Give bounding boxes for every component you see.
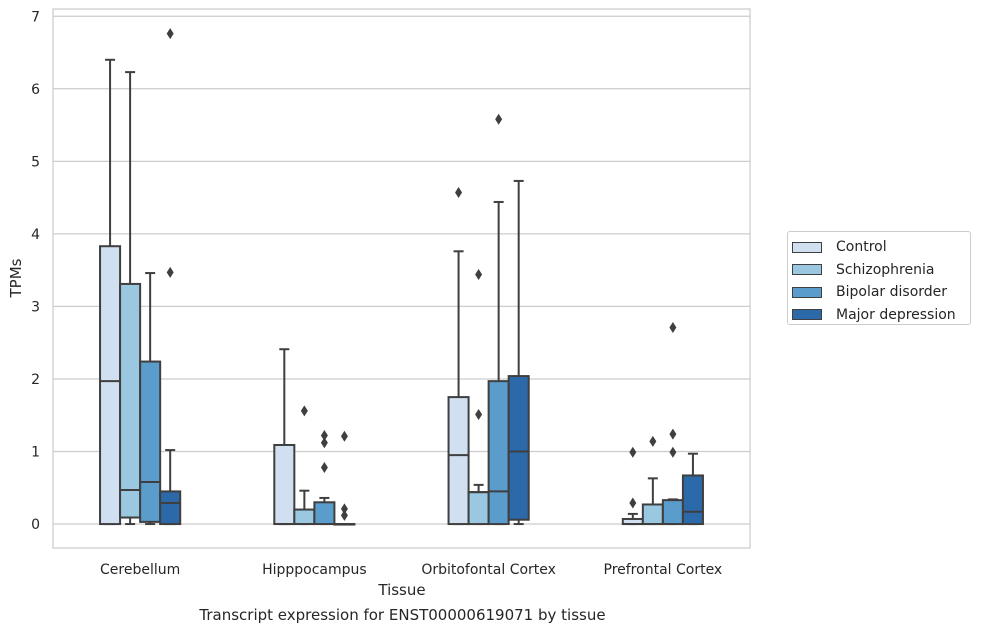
x-tick-label: Orbitofontal Cortex: [421, 562, 556, 578]
outlier-point: [475, 409, 483, 421]
box-major-depression: [681, 452, 704, 526]
legend-item-major-depression: Major depression: [792, 304, 970, 327]
legend-swatch: [792, 286, 822, 298]
y-axis-ticks: 0 1 2 3 4 5 6 7: [31, 9, 40, 533]
box: [507, 375, 530, 521]
y-tick-label: 3: [31, 299, 40, 315]
chart-caption: Transcript expression for ENST0000061907…: [199, 606, 606, 624]
outlier-point: [166, 28, 174, 40]
box-schizophrenia: [119, 71, 142, 526]
legend-label: Major depression: [836, 306, 956, 323]
outlier-point: [669, 321, 677, 333]
outlier-point: [166, 266, 174, 278]
plot-frame: [52, 8, 751, 549]
y-tick-label: 2: [31, 372, 40, 388]
legend-swatch: [792, 309, 822, 321]
box-major-depression: [159, 28, 182, 526]
outlier-point: [669, 428, 677, 440]
box-bipolar-disorder: [139, 272, 162, 526]
box: [139, 360, 162, 523]
legend-item-control: Control: [792, 236, 970, 259]
y-tick-label: 1: [31, 445, 40, 461]
legend-label: Control: [836, 239, 887, 256]
box-schizophrenia: [467, 269, 490, 526]
box: [159, 490, 182, 526]
box: [119, 282, 142, 519]
x-tick-label: Hipppocampus: [262, 562, 367, 578]
outlier-point: [320, 430, 328, 442]
box-control: [273, 348, 296, 526]
box-schizophrenia: [293, 405, 316, 526]
outlier-point: [455, 187, 463, 199]
box: [641, 503, 664, 526]
legend-swatch: [792, 264, 822, 276]
box: [487, 380, 510, 526]
y-tick-label: 0: [31, 517, 40, 533]
y-tick-label: 7: [31, 9, 40, 25]
y-tick-label: 5: [31, 154, 40, 170]
box-major-depression: [507, 179, 530, 526]
legend-label: Schizophrenia: [836, 261, 935, 278]
y-tick-label: 6: [31, 82, 40, 98]
legend: Control Schizophrenia Bipolar disorder M…: [787, 231, 971, 325]
x-tick-label: Prefrontal Cortex: [604, 562, 723, 578]
x-tick-label: Cerebellum: [100, 562, 180, 578]
outlier-point: [629, 446, 637, 458]
x-axis-ticks: Cerebellum Hipppocampus Orbitofontal Corte…: [100, 562, 722, 578]
box: [447, 396, 470, 526]
outlier-point: [320, 461, 328, 473]
box: [681, 474, 704, 526]
box: [273, 443, 296, 526]
box-schizophrenia: [641, 435, 664, 526]
box-major-depression: [333, 430, 356, 526]
outlier-point: [475, 269, 483, 281]
outlier-point: [340, 509, 348, 521]
outlier-point: [340, 503, 348, 515]
box-bipolar-disorder: [313, 430, 336, 526]
box-series: [99, 28, 704, 526]
outlier-point: [669, 446, 677, 458]
outlier-point: [320, 437, 328, 449]
box-control: [99, 58, 122, 526]
box-control: [621, 446, 644, 526]
box: [313, 501, 336, 526]
box-bipolar-disorder: [487, 113, 510, 526]
outlier-point: [629, 497, 637, 509]
outlier-point: [300, 405, 308, 417]
legend-item-bipolar-disorder: Bipolar disorder: [792, 281, 970, 304]
box: [467, 491, 490, 526]
legend-swatch: [792, 241, 822, 253]
box: [661, 499, 684, 526]
outlier-point: [340, 430, 348, 442]
box-control: [447, 187, 470, 526]
legend-label: Bipolar disorder: [836, 284, 948, 301]
outlier-point: [649, 435, 657, 447]
box: [99, 245, 122, 526]
plot-area: [53, 9, 750, 548]
x-axis-label: Tissue: [377, 581, 425, 599]
legend-item-schizophrenia: Schizophrenia: [792, 259, 970, 282]
y-axis-label: TPMs: [7, 258, 25, 298]
outlier-point: [495, 113, 503, 125]
box: [293, 508, 316, 526]
y-tick-label: 4: [31, 227, 40, 243]
